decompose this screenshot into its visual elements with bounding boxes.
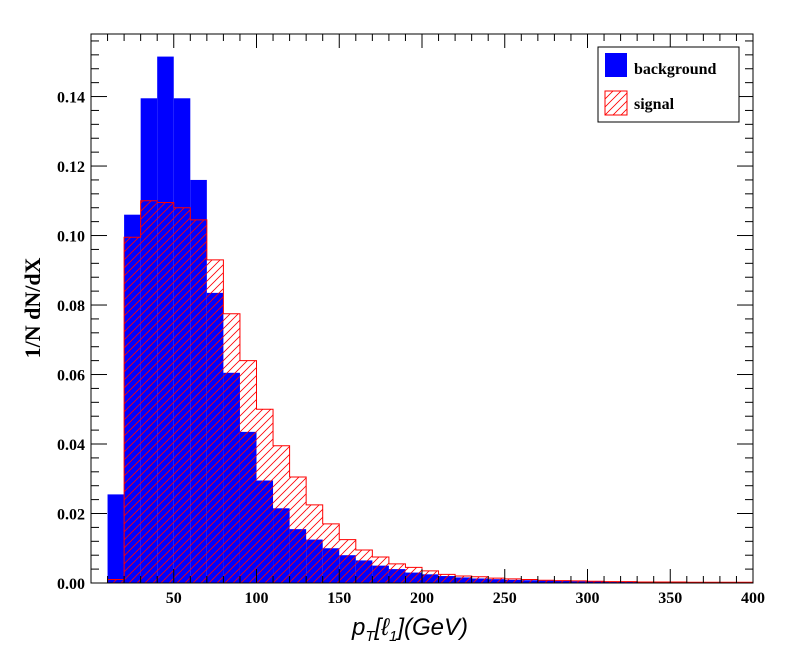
y-tick-label: 0.14: [57, 90, 85, 107]
signal-bar: [107, 579, 125, 583]
signal-bar: [438, 574, 456, 583]
signal-bar: [206, 259, 224, 583]
signal-bar: [157, 202, 174, 583]
x-tick-label: 100: [245, 590, 269, 607]
signal-bar: [322, 523, 340, 583]
signal-bar: [570, 580, 588, 583]
signal-bar: [554, 580, 571, 583]
x-tick-label: 400: [741, 590, 765, 607]
signal-bar: [256, 409, 274, 583]
y-tick-label: 0.10: [57, 229, 85, 246]
axes: 50 100 150 200 250 300 350 400 0.00 0.02 0.04 0.06 0…: [57, 33, 765, 607]
signal-bar: [587, 581, 605, 583]
y-tick-label: 0.08: [57, 298, 85, 315]
y-tick-label: 0.04: [57, 437, 85, 454]
legend-label-background: background: [634, 61, 717, 78]
plot-area: [107, 56, 754, 584]
signal-bar: [422, 570, 439, 583]
x-tick-label: 200: [410, 590, 434, 607]
signal-bar: [620, 581, 638, 583]
signal-bar: [405, 567, 422, 583]
signal-bar: [239, 360, 257, 583]
y-tick-label: 0.00: [57, 576, 85, 593]
signal-bar: [273, 445, 290, 583]
signal-bar: [455, 576, 472, 583]
signal-bar: [670, 581, 687, 583]
x-tick-label: 300: [576, 590, 600, 607]
signal-bar: [488, 578, 505, 583]
y-axis-title: 1/N dN/dX: [20, 257, 45, 358]
signal-bar: [637, 581, 654, 583]
signal-bar: [289, 477, 307, 583]
signal-bar: [355, 549, 373, 583]
signal-bar: [173, 207, 191, 583]
signal-bar: [504, 578, 522, 583]
legend-swatch-background: [605, 53, 627, 77]
x-axis-title: pT[ℓ1](GeV): [351, 614, 468, 645]
signal-bar: [388, 563, 406, 583]
signal-bar: [339, 539, 356, 583]
y-tick-label: 0.02: [57, 507, 85, 524]
signal-bar: [653, 581, 671, 583]
signal-bar: [372, 556, 389, 583]
x-tick-label: 350: [658, 590, 682, 607]
x-tick-label: 250: [493, 590, 517, 607]
signal-bar: [521, 579, 538, 583]
y-tick-label: 0.06: [57, 368, 85, 385]
legend-swatch-signal: [604, 90, 628, 116]
x-tick-label: 50: [166, 590, 182, 607]
x-tick-label: 150: [327, 590, 351, 607]
signal-bar: [124, 237, 141, 583]
legend-label-signal: signal: [634, 96, 675, 113]
signal-bar: [190, 219, 207, 583]
signal-bar: [604, 581, 621, 583]
signal-bar: [471, 576, 489, 583]
background-bar: [107, 494, 125, 583]
signal-bar: [223, 313, 240, 583]
signal-bar: [140, 200, 158, 584]
y-tick-label: 0.12: [57, 159, 85, 176]
signal-bar: [306, 504, 323, 583]
signal-bar: [537, 580, 555, 583]
legend: background signal: [597, 46, 740, 123]
